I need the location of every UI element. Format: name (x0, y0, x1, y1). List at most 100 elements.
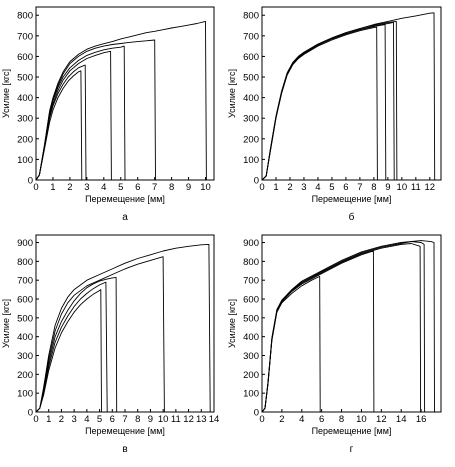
x-tick-label: 4 (84, 414, 89, 425)
y-tick-label: 0 (28, 408, 33, 419)
y-tick-label: 500 (17, 73, 33, 84)
series-line (261, 24, 387, 181)
x-tick-label: 8 (339, 414, 344, 425)
y-tick-label: 400 (17, 93, 33, 104)
x-tick-label: 2 (59, 414, 64, 425)
plot-area (261, 6, 442, 181)
x-tick-label: 14 (396, 414, 407, 425)
x-tick-label: 2 (287, 182, 292, 193)
chart-panel: 0 1 2 3 4 5 6 7 8 9 10 11 12 13 1401002003004005006007… (1, 234, 220, 455)
series-line (35, 243, 211, 413)
y-tick-label: 500 (243, 73, 259, 84)
x-tick-label: 4 (315, 182, 320, 193)
series-line (35, 281, 108, 413)
x-axis-title: Перемещение [мм] (312, 194, 392, 204)
x-tick-label: 10 (200, 182, 211, 193)
y-tick-label: 0 (254, 176, 259, 187)
x-tick-label: 5 (118, 182, 123, 193)
series-line (35, 256, 165, 413)
y-tick-label: 0 (28, 176, 33, 187)
series-line (261, 240, 435, 413)
series-line (261, 275, 321, 413)
y-tick-label: 700 (17, 276, 33, 287)
y-axis-title: Усилие [кгс] (227, 69, 237, 118)
panel-label: б (349, 211, 355, 223)
x-tick-label: 11 (411, 182, 421, 193)
x-tick-label: 9 (148, 414, 153, 425)
x-tick-label: 0 (33, 182, 38, 193)
x-tick-label: 5 (329, 182, 334, 193)
chart-panel: 0 1 2 3 4 5 6 7 8 9 100100200300400500600700800Пер… (1, 6, 215, 223)
x-tick-label: 0 (33, 414, 38, 425)
x-tick-label: 2 (279, 414, 284, 425)
x-tick-label: 3 (84, 182, 89, 193)
series-line (35, 20, 207, 181)
x-tick-label: 6 (319, 414, 324, 425)
x-tick-label: 1 (273, 182, 278, 193)
x-tick-label: 6 (110, 414, 115, 425)
x-tick-label: 14 (209, 414, 220, 425)
panel-label: а (122, 212, 128, 223)
y-tick-label: 300 (17, 351, 33, 362)
x-tick-label: 3 (71, 414, 76, 425)
y-tick-label: 600 (17, 295, 33, 306)
x-tick-label: 0 (259, 182, 264, 193)
panel-label: г (350, 444, 354, 455)
y-tick-label: 200 (17, 134, 33, 145)
chart-panel: 0 1 2 3 4 5 6 7 8 9 10 11 12010020030040050060070080… (227, 6, 442, 223)
x-tick-label: 2 (67, 182, 72, 193)
y-tick-label: 500 (243, 313, 259, 324)
x-tick-label: 12 (183, 414, 194, 425)
y-tick-label: 400 (17, 332, 33, 343)
x-tick-label: 12 (425, 182, 436, 193)
plot-area (261, 234, 442, 413)
y-tick-label: 600 (17, 52, 33, 63)
y-tick-label: 600 (243, 52, 259, 63)
y-axis-title: Усилие [кгс] (227, 299, 237, 348)
y-tick-label: 400 (243, 93, 259, 104)
y-tick-label: 200 (17, 370, 33, 381)
series-line (261, 21, 395, 181)
x-tick-label: 6 (135, 182, 140, 193)
x-tick-label: 7 (357, 182, 362, 193)
x-tick-label: 7 (152, 182, 157, 193)
x-axis-title: Перемещение [мм] (312, 426, 392, 436)
x-tick-label: 8 (371, 182, 376, 193)
y-tick-label: 700 (243, 276, 259, 287)
y-tick-label: 400 (243, 332, 259, 343)
y-tick-label: 100 (243, 155, 259, 166)
plot-area (35, 234, 215, 413)
x-tick-label: 8 (135, 414, 140, 425)
x-tick-label: 9 (385, 182, 390, 193)
series-line (261, 243, 422, 413)
x-tick-label: 5 (97, 414, 102, 425)
series-line (35, 276, 118, 413)
series-line (35, 64, 87, 181)
panel-label: в (122, 444, 127, 455)
y-tick-label: 700 (17, 31, 33, 42)
y-tick-label: 200 (243, 134, 259, 145)
y-axis-title: Усилие [кгс] (1, 69, 11, 118)
series-line (261, 241, 426, 413)
y-tick-label: 100 (243, 389, 259, 400)
x-tick-label: 0 (259, 414, 264, 425)
y-tick-label: 100 (17, 155, 33, 166)
y-tick-label: 800 (17, 257, 33, 268)
x-tick-label: 1 (46, 414, 51, 425)
y-tick-label: 900 (243, 238, 259, 249)
series-line (35, 39, 156, 181)
x-tick-label: 10 (356, 414, 367, 425)
y-tick-label: 300 (17, 114, 33, 125)
y-tick-label: 800 (243, 257, 259, 268)
y-tick-label: 300 (243, 114, 259, 125)
x-tick-label: 10 (158, 414, 169, 425)
x-tick-label: 4 (299, 414, 304, 425)
series-line (261, 12, 436, 181)
x-axis-title: Перемещение [мм] (85, 426, 165, 436)
y-tick-label: 700 (243, 31, 259, 42)
x-tick-label: 6 (343, 182, 348, 193)
x-tick-label: 13 (196, 414, 207, 425)
y-tick-label: 500 (17, 313, 33, 324)
x-tick-label: 3 (301, 182, 306, 193)
x-tick-label: 1 (50, 182, 55, 193)
